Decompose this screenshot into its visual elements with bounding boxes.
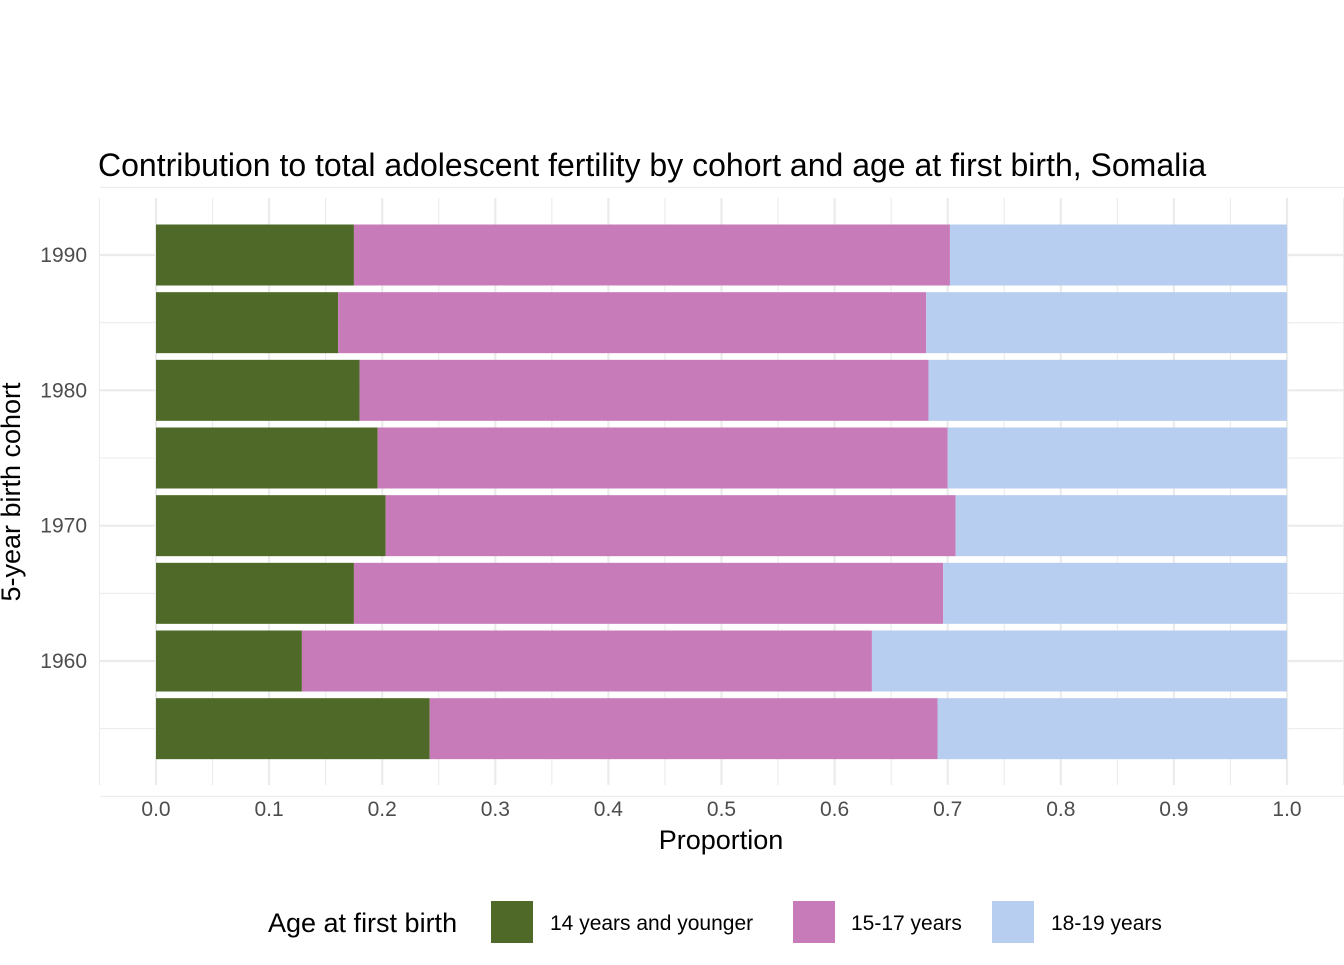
x-tick-label: 0.0 [141, 798, 170, 821]
x-tick-label: 0.1 [254, 798, 283, 821]
x-tick-label: 0.5 [707, 798, 736, 821]
bar-segment [937, 698, 1287, 760]
bar-segment [156, 224, 354, 286]
bar-segment [871, 630, 1287, 692]
x-tick-label: 1.0 [1272, 798, 1301, 821]
x-tick-label: 0.2 [368, 798, 397, 821]
bar-segment [947, 427, 1287, 489]
bars [156, 224, 1287, 760]
legend-title: Age at first birth [268, 908, 457, 938]
x-axis-ticks: 0.0 0.1 0.2 0.3 0.4 0.5 0.6 0.7 0.8 0.9 1.0 [141, 798, 1301, 821]
x-tick-label: 0.6 [820, 798, 849, 821]
bar-segment [385, 495, 956, 557]
legend-label: 18-19 years [1051, 912, 1162, 935]
bar-segment [928, 359, 1287, 421]
legend-label: 15-17 years [851, 912, 962, 935]
bar-segment [156, 359, 360, 421]
bar-segment [955, 495, 1287, 557]
bar-segment [377, 427, 948, 489]
y-tick-label: 1980 [40, 379, 87, 402]
legend: Age at first birth 14 years and younger 1… [268, 901, 1162, 943]
bar-segment [156, 427, 378, 489]
bar-segment [926, 292, 1287, 354]
y-axis-ticks: 1990 1980 1970 1960 [40, 244, 87, 673]
legend-label: 14 years and younger [550, 912, 753, 935]
bar-segment [156, 630, 302, 692]
bar-segment [156, 698, 430, 760]
bar-segment [156, 292, 339, 354]
bar-segment [353, 224, 950, 286]
y-tick-label: 1990 [40, 244, 87, 267]
legend-key [793, 901, 835, 943]
x-tick-label: 0.8 [1046, 798, 1075, 821]
bar-segment [301, 630, 872, 692]
bar-segment [429, 698, 938, 760]
bar-segment [156, 495, 386, 557]
x-tick-label: 0.9 [1159, 798, 1188, 821]
x-tick-label: 0.4 [594, 798, 624, 821]
legend-key [992, 901, 1034, 943]
bar-segment [359, 359, 929, 421]
bar-segment [353, 562, 944, 624]
x-tick-label: 0.3 [481, 798, 510, 821]
chart-title: Contribution to total adolescent fertili… [98, 147, 1206, 183]
y-axis-title: 5-year birth cohort [0, 382, 26, 602]
bar-segment [338, 292, 927, 354]
bar-segment [943, 562, 1287, 624]
legend-key [491, 901, 533, 943]
x-tick-label: 0.7 [933, 798, 962, 821]
bar-segment [949, 224, 1287, 286]
y-tick-label: 1970 [40, 515, 87, 538]
x-axis-title: Proportion [659, 825, 784, 855]
bar-segment [156, 562, 354, 624]
y-tick-label: 1960 [40, 650, 87, 673]
